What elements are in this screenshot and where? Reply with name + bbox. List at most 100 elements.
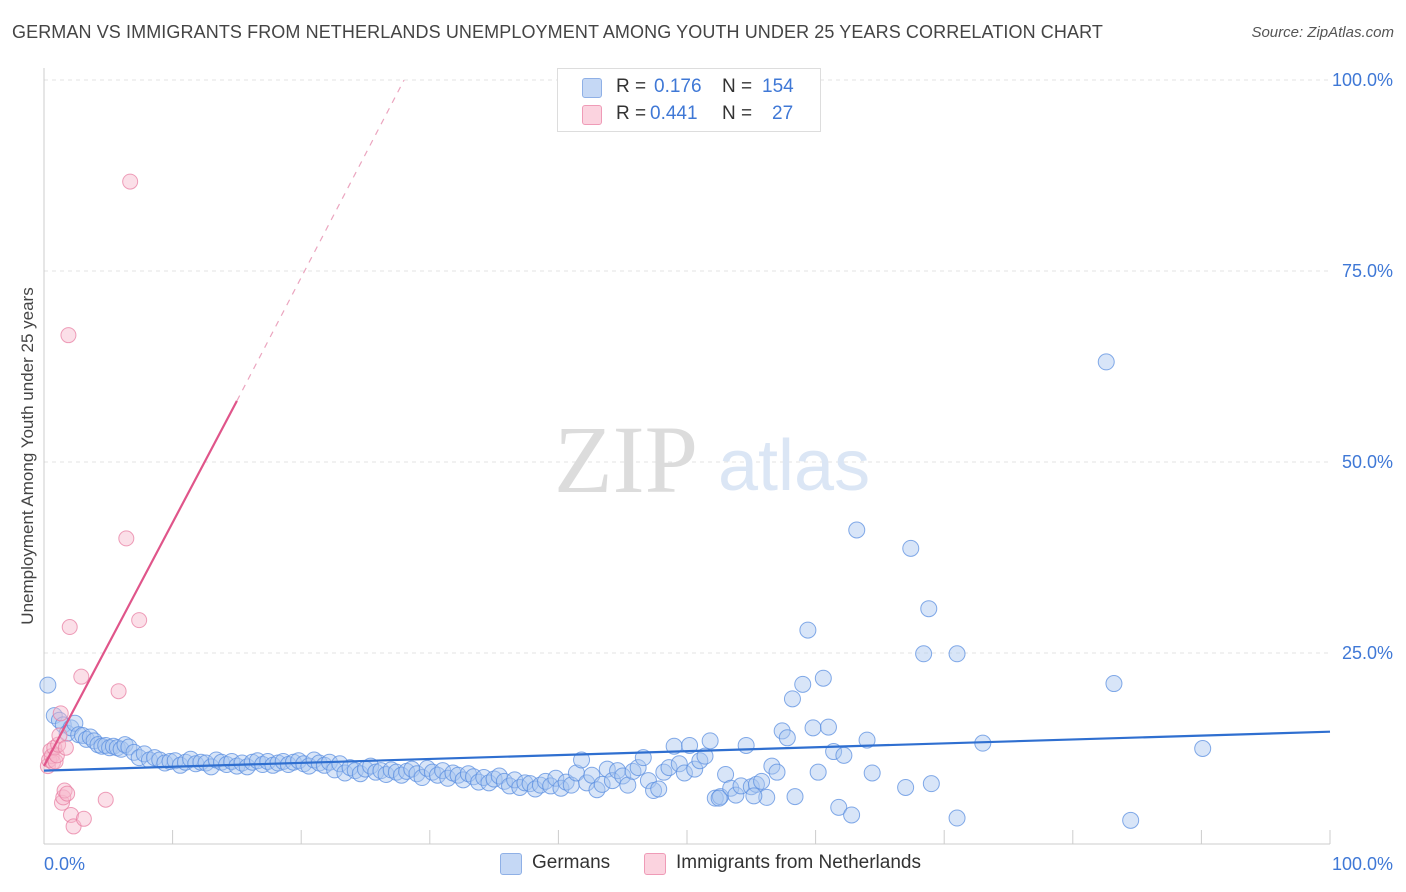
- data-point-germans: [686, 760, 704, 778]
- data-point-netherlands: [57, 739, 74, 756]
- data-point-netherlands: [97, 791, 114, 808]
- data-point-netherlands: [75, 810, 92, 827]
- data-point-germans: [629, 759, 647, 777]
- legend-n-label: N =: [722, 76, 753, 97]
- data-point-netherlands: [60, 327, 77, 344]
- axes: [43, 68, 1331, 845]
- data-point-germans: [804, 719, 822, 737]
- watermark: ZIP atlas: [554, 406, 870, 513]
- legend-n-value: 154: [762, 76, 794, 97]
- y-tick-label: 50.0%: [1342, 452, 1393, 472]
- y-tick-label: 100.0%: [1332, 70, 1393, 90]
- data-point-netherlands: [61, 619, 78, 636]
- data-point-germans: [614, 767, 632, 785]
- data-point-germans: [547, 769, 565, 787]
- data-point-germans: [336, 764, 354, 782]
- data-point-germans: [701, 732, 719, 750]
- data-point-germans: [835, 746, 853, 764]
- data-point-germans: [1105, 675, 1123, 693]
- data-point-germans: [753, 772, 771, 790]
- trend-line-netherlands-extension: [236, 79, 405, 402]
- data-point-netherlands: [47, 753, 64, 770]
- data-point-netherlands: [52, 705, 69, 722]
- data-point-germans: [603, 772, 621, 790]
- data-point-germans: [948, 645, 966, 663]
- data-point-germans: [737, 736, 755, 754]
- chart-title: GERMAN VS IMMIGRANTS FROM NETHERLANDS UN…: [12, 22, 1103, 42]
- data-point-germans: [902, 539, 920, 557]
- data-point-germans: [588, 781, 606, 799]
- legend-r-label: R =: [616, 103, 647, 124]
- trend-lines: [43, 79, 1331, 772]
- data-point-germans: [331, 755, 349, 773]
- data-point-germans: [161, 752, 179, 770]
- legend-label-netherlands: Immigrants from Netherlands: [676, 852, 921, 873]
- chart-source: Source: ZipAtlas.com: [1251, 24, 1394, 41]
- data-point-germans: [843, 806, 861, 824]
- data-point-germans: [691, 752, 709, 770]
- data-point-germans: [120, 738, 138, 756]
- legend-swatch-germans: [500, 853, 522, 875]
- data-point-germans: [915, 645, 933, 663]
- data-point-germans: [377, 765, 395, 783]
- data-point-germans: [848, 521, 866, 539]
- data-point-germans: [1097, 353, 1115, 371]
- legend-r-value: 0.441: [650, 103, 698, 124]
- legend-swatch-netherlands: [644, 853, 666, 875]
- data-point-germans: [814, 669, 832, 687]
- data-point-germans: [609, 762, 627, 780]
- data-point-germans: [722, 779, 740, 797]
- data-point-germans: [45, 707, 63, 725]
- data-point-germans: [696, 747, 714, 765]
- data-point-germans: [922, 775, 940, 793]
- legend-r-label: R =: [616, 76, 647, 97]
- data-point-netherlands: [54, 794, 71, 811]
- data-point-germans: [660, 759, 678, 777]
- legend-r-value: 0.176: [654, 76, 702, 97]
- data-point-netherlands: [110, 683, 127, 700]
- data-point-netherlands: [131, 612, 148, 629]
- series-germans-points: [39, 353, 1212, 829]
- data-point-germans: [650, 780, 668, 798]
- watermark-zip: ZIP: [554, 406, 698, 513]
- legend-n-label: N =: [722, 103, 753, 124]
- data-point-germans: [768, 763, 786, 781]
- x-tick-labels: 0.0% 100.0%: [44, 854, 1393, 874]
- data-point-netherlands: [59, 785, 76, 802]
- data-point-germans: [655, 763, 673, 781]
- data-point-germans: [858, 731, 876, 749]
- legend-swatch-netherlands: [582, 105, 602, 125]
- x-tick-label: 0.0%: [44, 854, 85, 874]
- data-point-germans: [786, 788, 804, 806]
- data-point-germans: [675, 764, 693, 782]
- data-point-germans: [794, 675, 812, 693]
- data-point-germans: [758, 788, 776, 806]
- data-point-germans: [681, 736, 699, 754]
- data-point-germans: [830, 798, 848, 816]
- data-point-germans: [819, 718, 837, 736]
- y-axis-label: Unemployment Among Youth under 25 years: [18, 287, 37, 624]
- data-point-germans: [710, 789, 728, 807]
- data-point-germans: [670, 755, 688, 773]
- data-point-germans: [799, 621, 817, 639]
- data-point-germans: [593, 775, 611, 793]
- legend-n-value: 27: [772, 103, 794, 124]
- data-point-germans: [948, 809, 966, 827]
- data-point-germans: [1194, 740, 1212, 757]
- data-point-germans: [783, 690, 801, 708]
- grid-lines: [44, 79, 1330, 654]
- data-point-germans: [773, 722, 791, 740]
- series-netherlands-points: [39, 173, 148, 835]
- data-point-germans: [665, 737, 683, 755]
- data-point-netherlands: [122, 173, 139, 190]
- y-tick-label: 25.0%: [1342, 643, 1393, 663]
- data-point-germans: [727, 786, 745, 804]
- data-point-germans: [537, 772, 555, 790]
- data-point-germans: [573, 751, 591, 769]
- data-point-germans: [920, 600, 938, 618]
- data-point-germans: [863, 764, 881, 782]
- data-point-netherlands: [56, 782, 73, 799]
- legend-label-germans: Germans: [532, 852, 611, 873]
- trend-line-germans: [43, 730, 1331, 772]
